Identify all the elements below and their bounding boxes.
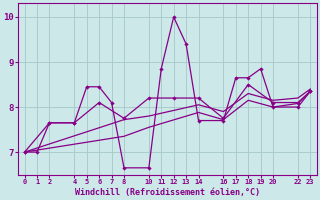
X-axis label: Windchill (Refroidissement éolien,°C): Windchill (Refroidissement éolien,°C) — [75, 188, 260, 197]
